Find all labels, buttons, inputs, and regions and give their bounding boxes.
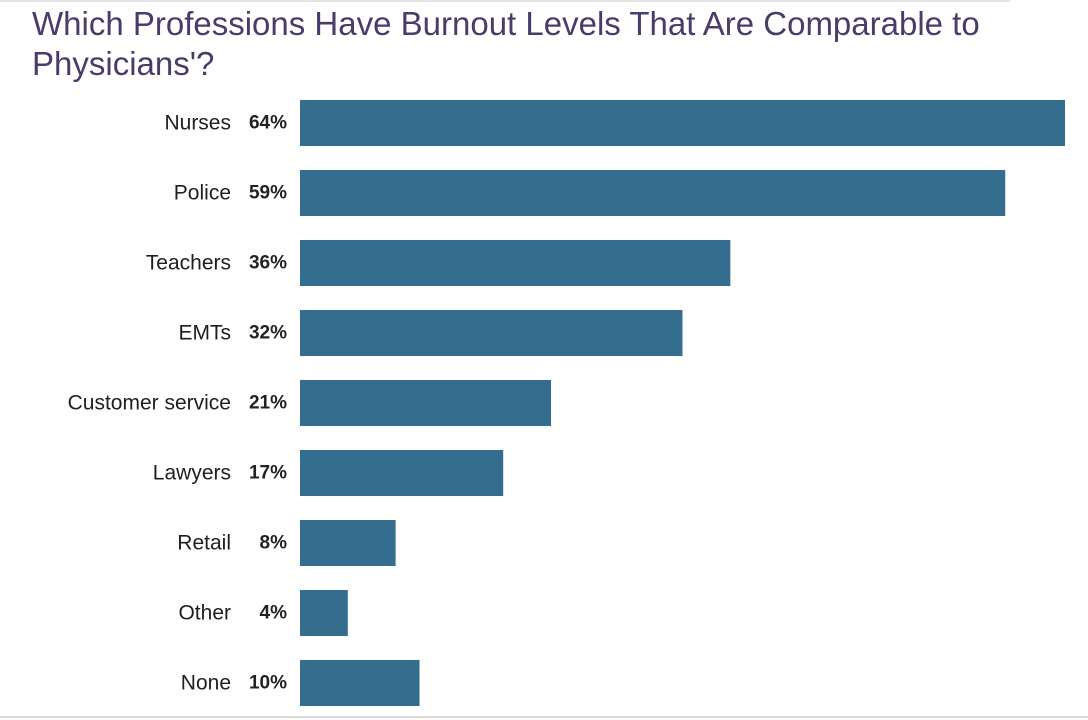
value-label-none: 10% xyxy=(249,673,287,694)
value-label-nurses: 64% xyxy=(249,113,287,134)
value-label-lawyers: 17% xyxy=(249,463,287,484)
category-label-teachers: Teachers xyxy=(146,252,231,275)
bar-customer-service xyxy=(300,380,552,426)
value-label-retail: 8% xyxy=(260,533,288,554)
bar-lawyers xyxy=(300,450,504,496)
category-label-nurses: Nurses xyxy=(164,112,231,135)
category-label-other: Other xyxy=(178,602,231,625)
value-label-police: 59% xyxy=(249,183,287,204)
category-label-customer-service: Customer service xyxy=(68,392,231,415)
category-label-none: None xyxy=(181,672,231,695)
bar-retail xyxy=(300,520,396,566)
value-label-emts: 32% xyxy=(249,323,287,344)
category-label-lawyers: Lawyers xyxy=(153,462,231,485)
bar-teachers xyxy=(300,240,731,286)
value-label-other: 4% xyxy=(260,603,288,624)
value-label-teachers: 36% xyxy=(249,253,287,274)
top-divider xyxy=(0,0,1010,2)
bar-emts xyxy=(300,310,683,356)
labels-layer: Nurses 64% Police 59% Teachers 36% EMTs 32% Cust… xyxy=(68,112,287,695)
category-label-emts: EMTs xyxy=(179,322,232,345)
bar-none xyxy=(300,660,420,706)
bottom-divider xyxy=(0,716,1088,718)
bar-police xyxy=(300,170,1006,216)
bar-other xyxy=(300,590,348,636)
bars-layer xyxy=(300,100,1065,706)
value-label-customer-service: 21% xyxy=(249,393,287,414)
category-label-police: Police xyxy=(174,182,231,205)
category-label-retail: Retail xyxy=(177,532,231,555)
bar-nurses xyxy=(300,100,1065,146)
chart-title: Which Professions Have Burnout Levels Th… xyxy=(32,5,980,82)
